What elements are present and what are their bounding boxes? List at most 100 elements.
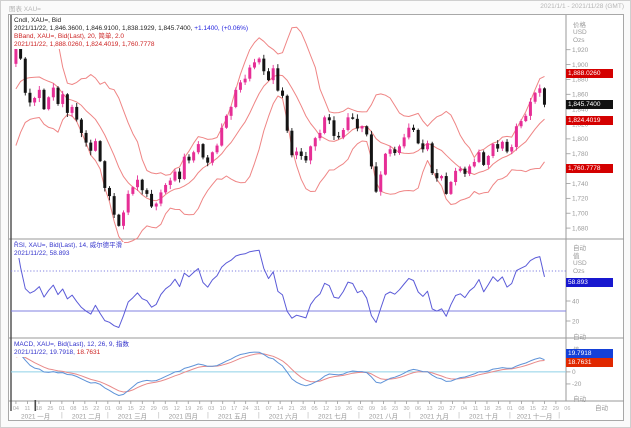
svg-text:1,880: 1,880 [572, 77, 589, 84]
svg-text:09: 09 [369, 406, 375, 412]
candle-legend-values: 2021/11/22, 1,846.3600, 1,846.9100, 1,83… [14, 25, 248, 33]
macd-value-badge: 19.7918 [566, 349, 613, 358]
svg-text:1,700: 1,700 [572, 211, 589, 218]
rsi-legend-title: RSI, XAU=, Bid(Last), 14, 威尔德平滑 [14, 242, 123, 249]
svg-text:30: 30 [403, 406, 409, 412]
svg-text:1,900: 1,900 [572, 62, 589, 69]
svg-text:11: 11 [473, 406, 479, 412]
main-legend[interactable]: Cndl, XAU=, Bid 2021/11/22, 1,846.3600, … [14, 17, 251, 49]
svg-text:2021 九月: 2021 九月 [420, 412, 449, 421]
last-price-badge: 1,845.7400 [566, 100, 613, 109]
svg-text:40: 40 [572, 298, 580, 305]
svg-text:19: 19 [335, 406, 341, 412]
svg-text:2021 六月: 2021 六月 [269, 412, 298, 421]
rsi-legend-values: 2021/11/22, 58.893 [14, 250, 70, 257]
candle-legend-title: Cndl, XAU=, Bid [14, 17, 62, 24]
svg-text:2021 一月: 2021 一月 [21, 413, 50, 421]
rsi-plot [11, 240, 566, 328]
svg-text:2021 八月: 2021 八月 [369, 413, 398, 421]
svg-text:10: 10 [220, 406, 226, 412]
svg-text:29: 29 [553, 406, 559, 412]
autoscale-rsi-label[interactable]: 自动 [573, 334, 586, 341]
svg-text:14: 14 [277, 406, 283, 412]
svg-text:05: 05 [312, 406, 318, 412]
svg-text:18: 18 [36, 406, 42, 412]
autoscale-main-label[interactable]: 自动 [573, 245, 586, 252]
rsi-axis-ticks: 40 20 [566, 298, 580, 325]
svg-text:03: 03 [208, 406, 214, 412]
macd-signal-badge: 18.7631 [566, 358, 613, 367]
rsi-axis-unit: Ozs [573, 267, 585, 275]
svg-text:25: 25 [47, 406, 53, 412]
svg-text:23: 23 [392, 406, 398, 412]
svg-text:16: 16 [380, 406, 386, 412]
macd-legend-signal-value: 18.7631 [76, 349, 101, 356]
candle-ohlc-values: 2021/11/22, 1,846.3600, 1,846.9100, 1,83… [14, 25, 195, 32]
svg-text:0: 0 [572, 369, 576, 376]
svg-text:22: 22 [93, 406, 99, 412]
svg-text:1,720: 1,720 [572, 196, 589, 203]
svg-text:08: 08 [518, 406, 524, 412]
bband-middle-badge: 1,824.4019 [566, 116, 613, 125]
titlebar: 图表 XAU= 2021/1/1 - 2021/11/28 (GMT) [9, 3, 624, 13]
svg-text:06: 06 [415, 406, 421, 412]
macd-legend-title: MACD, XAU=, Bid(Last), 12, 26, 9, 指数 [14, 341, 130, 348]
svg-text:12: 12 [323, 406, 329, 412]
svg-text:2021 十月: 2021 十月 [469, 412, 498, 421]
svg-text:11: 11 [25, 406, 31, 412]
svg-text:17: 17 [231, 406, 237, 412]
bollinger-bands [15, 26, 545, 244]
svg-text:25: 25 [495, 406, 501, 412]
svg-text:22: 22 [541, 406, 547, 412]
bband-legend-values: 2021/11/22, 1,888.0260, 1,824.4019, 1,76… [14, 41, 155, 48]
macd-legend-date: 2021/11/22, [14, 349, 50, 356]
rsi-legend[interactable]: RSI, XAU=, Bid(Last), 14, 威尔德平滑 2021/11/… [14, 242, 125, 258]
svg-text:2021 七月: 2021 七月 [318, 412, 347, 421]
macd-legend-values: 2021/11/22, 19.7918, 18.7631 [14, 349, 129, 357]
macd-legend-macd-value: 19.7918, [49, 349, 77, 356]
svg-text:1,840: 1,840 [572, 106, 589, 113]
svg-text:18: 18 [484, 406, 490, 412]
svg-text:24: 24 [243, 406, 249, 412]
svg-text:20: 20 [572, 318, 580, 325]
svg-text:2021 三月: 2021 三月 [118, 413, 147, 421]
date-range-label: 2021/1/1 - 2021/11/28 (GMT) [540, 3, 624, 10]
svg-text:04: 04 [13, 406, 19, 412]
svg-text:1,800: 1,800 [572, 136, 589, 143]
axis-origin-marker [34, 400, 37, 411]
svg-text:02: 02 [358, 406, 364, 412]
autoscale-xaxis-label[interactable]: 自动 [595, 405, 608, 412]
price-axis-currency: USD [573, 29, 587, 37]
svg-text:27: 27 [449, 406, 455, 412]
svg-text:05: 05 [162, 406, 168, 412]
svg-text:19: 19 [185, 406, 191, 412]
price-axis-title: 价格 [573, 22, 586, 29]
svg-text:08: 08 [116, 406, 122, 412]
svg-text:01: 01 [105, 406, 111, 412]
svg-text:13: 13 [426, 406, 432, 412]
svg-text:15: 15 [82, 406, 88, 412]
svg-text:1,920: 1,920 [572, 47, 589, 54]
svg-text:31: 31 [254, 406, 260, 412]
svg-text:12: 12 [174, 406, 180, 412]
svg-text:01: 01 [507, 406, 513, 412]
svg-text:20: 20 [438, 406, 444, 412]
macd-legend[interactable]: MACD, XAU=, Bid(Last), 12, 26, 9, 指数 202… [14, 341, 132, 357]
rsi-value-badge: 58.893 [566, 278, 613, 287]
rsi-axis-header: 值 USD Ozs [573, 253, 587, 275]
bband-legend-title: BBand, XAU=, Bid(Last), 20, 简单, 2.0 [14, 33, 125, 40]
svg-text:2021 四月: 2021 四月 [169, 413, 198, 421]
svg-text:28: 28 [300, 406, 306, 412]
svg-text:21: 21 [289, 406, 295, 412]
rsi-axis-currency: USD [573, 260, 587, 268]
svg-text:15: 15 [530, 406, 536, 412]
autoscale-macd-label[interactable]: 自动 [573, 396, 586, 403]
svg-text:04: 04 [461, 406, 467, 412]
svg-text:2021 二月: 2021 二月 [72, 413, 101, 421]
rsi-axis-title: 值 [573, 253, 580, 260]
macd-plot [11, 351, 566, 396]
svg-text:06: 06 [564, 406, 570, 412]
svg-text:15: 15 [128, 406, 134, 412]
